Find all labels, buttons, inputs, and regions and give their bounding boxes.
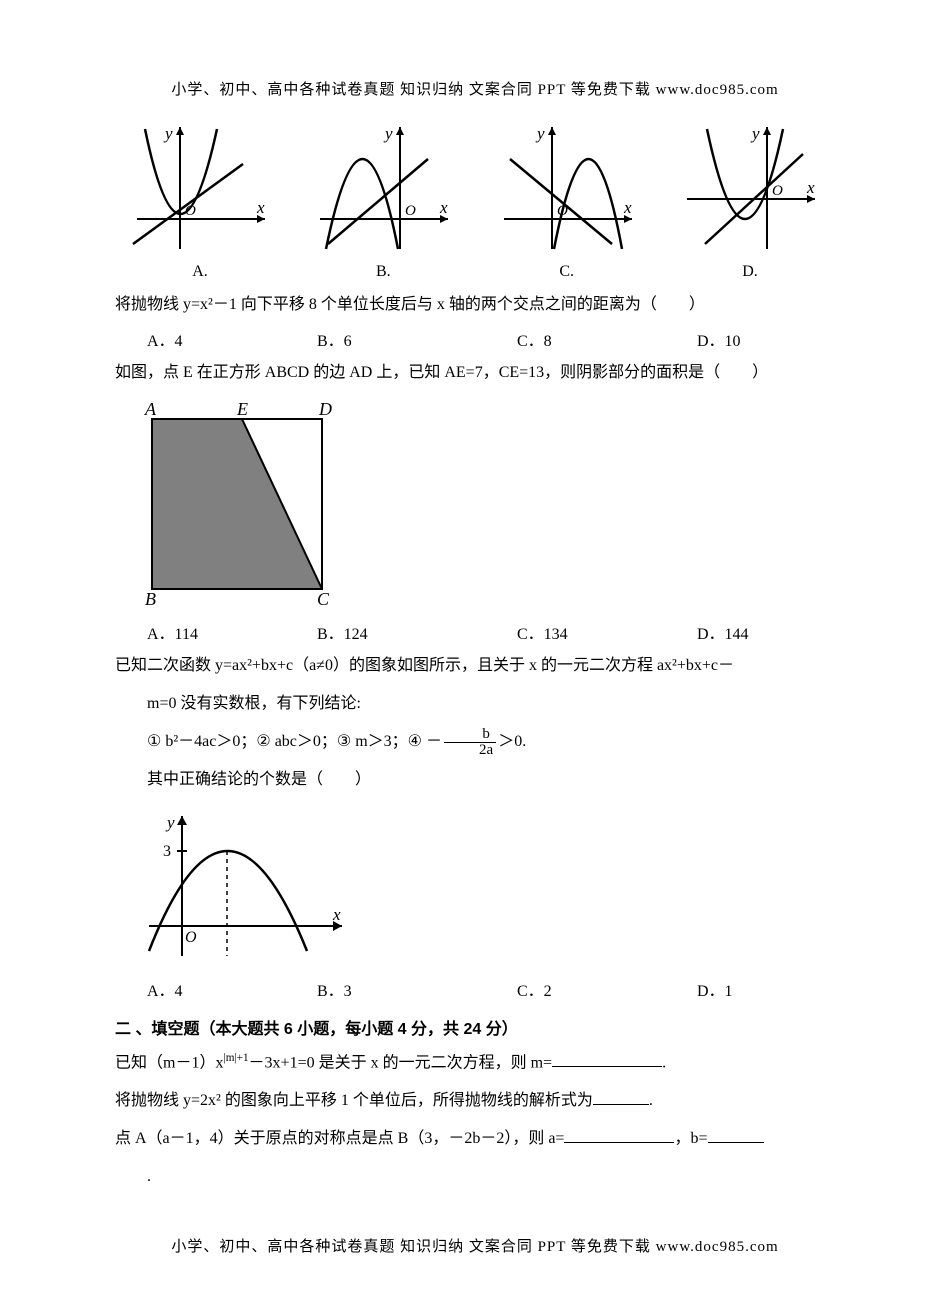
label-a: A	[144, 399, 157, 419]
graph-option-c: y x O C.	[492, 119, 642, 281]
page-header: 小学、初中、高中各种试卷真题 知识归纳 文案合同 PPT 等免费下载 www.d…	[115, 78, 835, 99]
q7-options: A．4 B．6 C．8 D．10	[115, 327, 835, 351]
graph-option-a: y x O A.	[125, 119, 275, 281]
graph-label-a: A.	[125, 263, 275, 281]
parabola-d-icon: y x O	[675, 119, 825, 259]
svg-text:y: y	[750, 124, 760, 143]
page-footer: 小学、初中、高中各种试卷真题 知识归纳 文案合同 PPT 等免费下载 www.d…	[0, 1235, 950, 1256]
q11-exp: |m|+1	[223, 1052, 248, 1064]
q7-opt-b: B．6	[317, 327, 517, 351]
q12-blank	[593, 1089, 649, 1105]
q9-line1: 已知二次函数 y=ax²+bx+c（a≠0）的图象如图所示，且关于 x 的一元二…	[115, 650, 835, 682]
svg-text:y: y	[163, 124, 173, 143]
svg-text:3: 3	[163, 843, 171, 860]
q8-opt-b: B．124	[317, 620, 517, 644]
q8-text: 如图，点 E 在正方形 ABCD 的边 AD 上，已知 AE=7，CE=13，则…	[115, 357, 835, 389]
q8-figure: A E D B C	[137, 399, 835, 614]
graph-option-d: y x O D.	[675, 119, 825, 281]
q8-opt-a: A．114	[147, 620, 317, 644]
svg-text:O: O	[772, 183, 783, 199]
q8-opt-d: D．144	[697, 620, 749, 644]
q9-line2: m=0 没有实数根，有下列结论:	[115, 688, 835, 720]
svg-text:O: O	[405, 203, 416, 219]
q13-dot: .	[115, 1161, 835, 1193]
section2-title: 二 、填空题（本大题共 6 小题，每小题 4 分，共 24 分）	[115, 1015, 835, 1039]
q9-conds-post: ＞0.	[498, 733, 526, 750]
q7-opt-d: D．10	[697, 327, 741, 351]
q13-blank-b	[708, 1127, 764, 1143]
graph-option-b: y x O B.	[308, 119, 458, 281]
svg-text:x: x	[806, 178, 815, 197]
svg-text:O: O	[185, 929, 197, 946]
svg-text:y: y	[383, 124, 393, 143]
q9-ask: 其中正确结论的个数是（ ）	[115, 764, 835, 796]
q8-options: A．114 B．124 C．134 D．144	[115, 620, 835, 644]
label-c: C	[317, 589, 330, 609]
label-b: B	[145, 589, 156, 609]
label-e: E	[236, 399, 248, 419]
q13-blank-a	[564, 1127, 674, 1143]
svg-text:x: x	[623, 198, 632, 217]
q7-opt-a: A．4	[147, 327, 317, 351]
graph-label-b: B.	[308, 263, 458, 281]
q12-text: 将抛物线 y=2x² 的图象向上平移 1 个单位后，所得抛物线的解析式为.	[115, 1085, 835, 1117]
parabola-a-icon: y x O	[125, 119, 275, 259]
svg-text:x: x	[332, 905, 341, 924]
svg-text:x: x	[439, 198, 448, 217]
svg-text:x: x	[256, 198, 265, 217]
q7-opt-c: C．8	[517, 327, 697, 351]
q9-conds-pre: ① b²－4ac＞0；② abc＞0；③ m＞3；④ －	[147, 733, 442, 750]
downward-parabola-icon: y x O 3	[137, 806, 357, 966]
svg-text:y: y	[535, 124, 545, 143]
q11-blank	[552, 1051, 662, 1067]
graph-label-d: D.	[675, 263, 825, 281]
q9-opt-d: D．1	[697, 977, 733, 1001]
q9-figure: y x O 3	[137, 806, 835, 971]
label-d: D	[318, 399, 332, 419]
q9-opt-a: A．4	[147, 977, 317, 1001]
q9-options: A．4 B．3 C．2 D．1	[115, 977, 835, 1001]
fraction-b-over-2a: b2a	[444, 727, 496, 758]
square-abcd-icon: A E D B C	[137, 399, 337, 609]
graph-label-c: C.	[492, 263, 642, 281]
answer-graphs-row: y x O A. y x O B.	[115, 119, 835, 281]
parabola-b-icon: y x O	[308, 119, 458, 259]
q13-text: 点 A（a－1，4）关于原点的对称点是点 B（3，－2b－2），则 a=，b=	[115, 1123, 835, 1155]
q9-opt-b: B．3	[317, 977, 517, 1001]
svg-text:y: y	[165, 813, 175, 832]
q9-conditions: ① b²－4ac＞0；② abc＞0；③ m＞3；④ －b2a＞0.	[115, 726, 835, 758]
q11-text: 已知（m－1）x|m|+1－3x+1=0 是关于 x 的一元二次方程，则 m=.	[115, 1047, 835, 1079]
q8-opt-c: C．134	[517, 620, 697, 644]
q7-text: 将抛物线 y=x²－1 向下平移 8 个单位长度后与 x 轴的两个交点之间的距离…	[115, 289, 835, 321]
parabola-c-icon: y x O	[492, 119, 642, 259]
q9-opt-c: C．2	[517, 977, 697, 1001]
